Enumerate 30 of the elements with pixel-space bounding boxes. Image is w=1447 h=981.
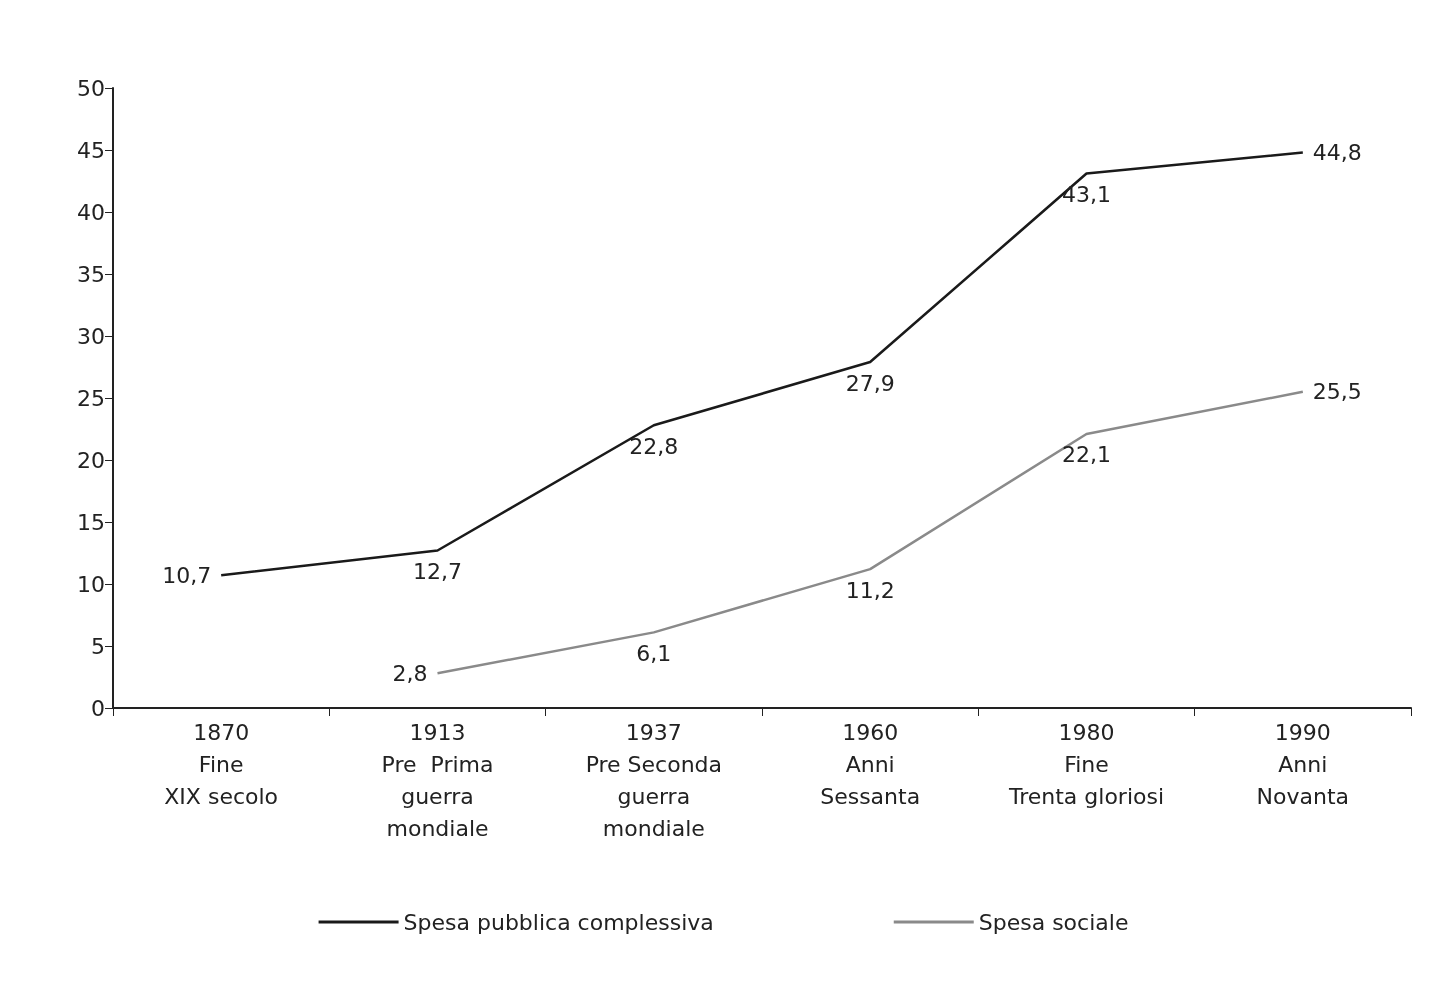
data-label: 2,8 [392, 660, 428, 686]
data-label: 12,7 [413, 559, 462, 585]
x-tick-label: 1870 Fine XIX secolo [164, 719, 279, 809]
legend-label: Spesa pubblica complessiva [403, 909, 714, 935]
x-tick-label: 1960 Anni Sessanta [820, 719, 921, 809]
legend-label: Spesa sociale [978, 909, 1129, 935]
y-tick-label: 25 [77, 385, 105, 411]
data-label: 6,1 [636, 640, 672, 666]
x-tick-label: 1990 Anni Novanta [1256, 719, 1350, 809]
x-tick-label: 1980 Fine Trenta gloriosi [1007, 719, 1165, 809]
data-label: 11,2 [845, 577, 895, 603]
y-tick-label: 15 [77, 509, 105, 535]
y-tick-label: 10 [77, 571, 105, 597]
data-label: 44,8 [1312, 139, 1362, 165]
y-tick-label: 35 [77, 261, 105, 287]
y-tick-label: 40 [77, 199, 105, 225]
data-label: 27,9 [845, 370, 895, 396]
data-label: 22,8 [629, 433, 679, 459]
data-label: 25,5 [1312, 379, 1362, 405]
y-tick-label: 0 [91, 695, 105, 721]
y-tick-label: 45 [77, 137, 105, 163]
data-label: 22,1 [1062, 442, 1111, 468]
x-tick-label: 1913 Pre Prima guerra mondiale [381, 719, 494, 841]
y-tick-label: 20 [77, 447, 105, 473]
x-tick-label: 1937 Pre Seconda guerra mondiale [585, 719, 723, 841]
data-label: 43,1 [1062, 182, 1111, 208]
data-label: 10,7 [162, 562, 212, 588]
y-tick-label: 30 [77, 323, 105, 349]
y-tick-label: 50 [77, 75, 105, 101]
y-tick-label: 5 [91, 633, 105, 659]
